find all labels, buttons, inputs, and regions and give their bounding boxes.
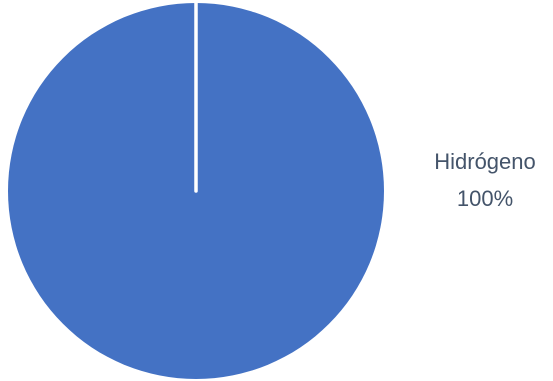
slice-percent-label: 100% [457,186,513,211]
slice-category-label: Hidrógeno [434,149,536,174]
pie-data-labels: Hidrógeno 100% [434,149,536,211]
pie-slices [8,1,384,379]
